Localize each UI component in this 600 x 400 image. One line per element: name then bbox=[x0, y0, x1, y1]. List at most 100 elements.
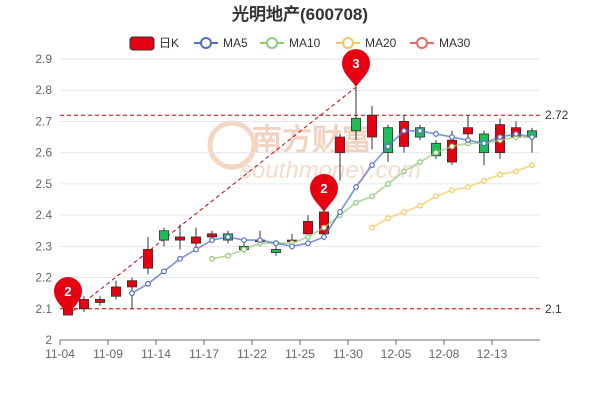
legend-item[interactable]: MA10 bbox=[260, 36, 321, 50]
pin-marker-icon bbox=[310, 173, 338, 212]
ma5-point bbox=[145, 280, 151, 287]
price-pin: 3 bbox=[342, 49, 370, 88]
y-tick-label: 2.6 bbox=[35, 146, 52, 160]
ma5-point bbox=[481, 140, 487, 147]
ma5-point bbox=[497, 134, 503, 140]
ma10-point bbox=[321, 224, 327, 231]
ma10-point bbox=[369, 193, 375, 200]
ma10-point bbox=[305, 234, 311, 240]
ma20-point bbox=[449, 187, 455, 194]
candle-body-down bbox=[430, 142, 442, 157]
pin-label: 2 bbox=[320, 181, 327, 196]
ma5-point bbox=[193, 246, 199, 253]
ma5-point bbox=[369, 162, 375, 169]
candle bbox=[334, 133, 346, 181]
ma5-series bbox=[129, 127, 535, 297]
candle-body-up bbox=[110, 286, 122, 297]
ma5-point bbox=[273, 240, 279, 247]
reference-lines: 2.72 2.1 bbox=[60, 108, 569, 316]
price-pin: 2 bbox=[310, 173, 338, 212]
ma5-point bbox=[513, 131, 519, 137]
candle-body-up bbox=[366, 114, 378, 138]
ma5-point bbox=[225, 234, 231, 240]
reference-line-label: 2.72 bbox=[545, 108, 569, 122]
ma5-point bbox=[129, 290, 135, 297]
candle bbox=[270, 246, 282, 256]
y-tick-label: 2.7 bbox=[35, 114, 52, 128]
legend-marker-icon bbox=[416, 37, 428, 49]
legend-item[interactable]: 日K bbox=[129, 36, 179, 51]
candle-body-up bbox=[78, 299, 90, 310]
watermark-logo-icon bbox=[207, 120, 257, 170]
candle-body-up bbox=[94, 299, 106, 303]
candle bbox=[142, 236, 154, 275]
x-tick-label: 12-05 bbox=[381, 347, 412, 361]
candle bbox=[398, 115, 410, 153]
ma5-point bbox=[401, 127, 407, 134]
pin-marker-icon bbox=[342, 49, 370, 88]
y-tick-label: 2 bbox=[45, 333, 52, 347]
ma5-point bbox=[337, 209, 343, 215]
legend-item[interactable]: MA30 bbox=[410, 36, 471, 50]
legend-marker-icon bbox=[342, 37, 354, 49]
candle bbox=[94, 296, 106, 306]
y-tick-label: 2.9 bbox=[35, 52, 52, 66]
candle bbox=[78, 296, 90, 312]
candle bbox=[110, 280, 122, 300]
ma20-point bbox=[385, 215, 391, 222]
legend-marker-icon bbox=[200, 37, 212, 49]
y-tick-label: 2.3 bbox=[35, 239, 52, 253]
legend[interactable]: 日K MA5 MA10 MA20 MA30 bbox=[129, 36, 471, 51]
candle-body-up bbox=[462, 127, 474, 135]
x-tick-label: 11-09 bbox=[93, 347, 123, 361]
candle bbox=[526, 127, 538, 153]
price-pin: 2 bbox=[54, 277, 82, 316]
ma20-point bbox=[465, 184, 471, 190]
candle bbox=[158, 227, 170, 247]
ma5-point bbox=[529, 134, 535, 140]
candle-body-up bbox=[446, 139, 458, 163]
trend-line bbox=[67, 86, 357, 316]
ma5-point bbox=[161, 268, 167, 275]
legend-item[interactable]: MA5 bbox=[194, 36, 248, 50]
ma20-point bbox=[529, 162, 535, 169]
ma10-point bbox=[417, 159, 423, 165]
chart-title: 光明地产(600708) bbox=[231, 4, 368, 24]
ma10-point bbox=[353, 199, 359, 206]
candle-body-up bbox=[206, 233, 218, 238]
pin-marker-icon bbox=[54, 277, 82, 316]
ma10-point bbox=[225, 252, 231, 259]
pin-label: 3 bbox=[352, 56, 359, 71]
x-tick-label: 11-14 bbox=[141, 347, 171, 361]
moving-averages bbox=[129, 127, 535, 297]
candle bbox=[190, 227, 202, 250]
x-tick-label: 11-22 bbox=[237, 347, 267, 361]
ma20-series bbox=[369, 162, 535, 231]
candle bbox=[174, 224, 186, 250]
legend-label: MA10 bbox=[289, 36, 321, 50]
x-tick-label: 11-25 bbox=[285, 347, 315, 361]
legend-label: MA5 bbox=[223, 36, 248, 50]
ma5-point bbox=[257, 237, 263, 243]
ma5-point bbox=[289, 243, 295, 250]
ma5-point bbox=[177, 255, 183, 262]
legend-label: 日K bbox=[159, 36, 179, 50]
candle-body-up bbox=[174, 236, 186, 241]
ma20-point bbox=[401, 209, 407, 215]
ma20-point bbox=[497, 171, 503, 178]
legend-candle-icon bbox=[129, 36, 155, 51]
x-tick-label: 11-30 bbox=[333, 347, 363, 361]
y-tick-label: 2.2 bbox=[35, 271, 52, 285]
ma5-point bbox=[433, 131, 439, 137]
trend-line-segment bbox=[67, 86, 357, 316]
ma10-point bbox=[209, 255, 215, 262]
legend-item[interactable]: MA20 bbox=[336, 36, 397, 50]
ma5-point bbox=[353, 184, 359, 190]
axes: 2 2.1 2.2 2.3 2.4 2.5 2.6 2.7 2.8 2.9 11-04 11-09 11… bbox=[35, 52, 540, 361]
candle-body-down bbox=[270, 249, 282, 253]
reference-line-label: 2.1 bbox=[545, 302, 562, 316]
y-tick-label: 2.5 bbox=[35, 177, 52, 191]
candle-body-up bbox=[126, 280, 138, 288]
